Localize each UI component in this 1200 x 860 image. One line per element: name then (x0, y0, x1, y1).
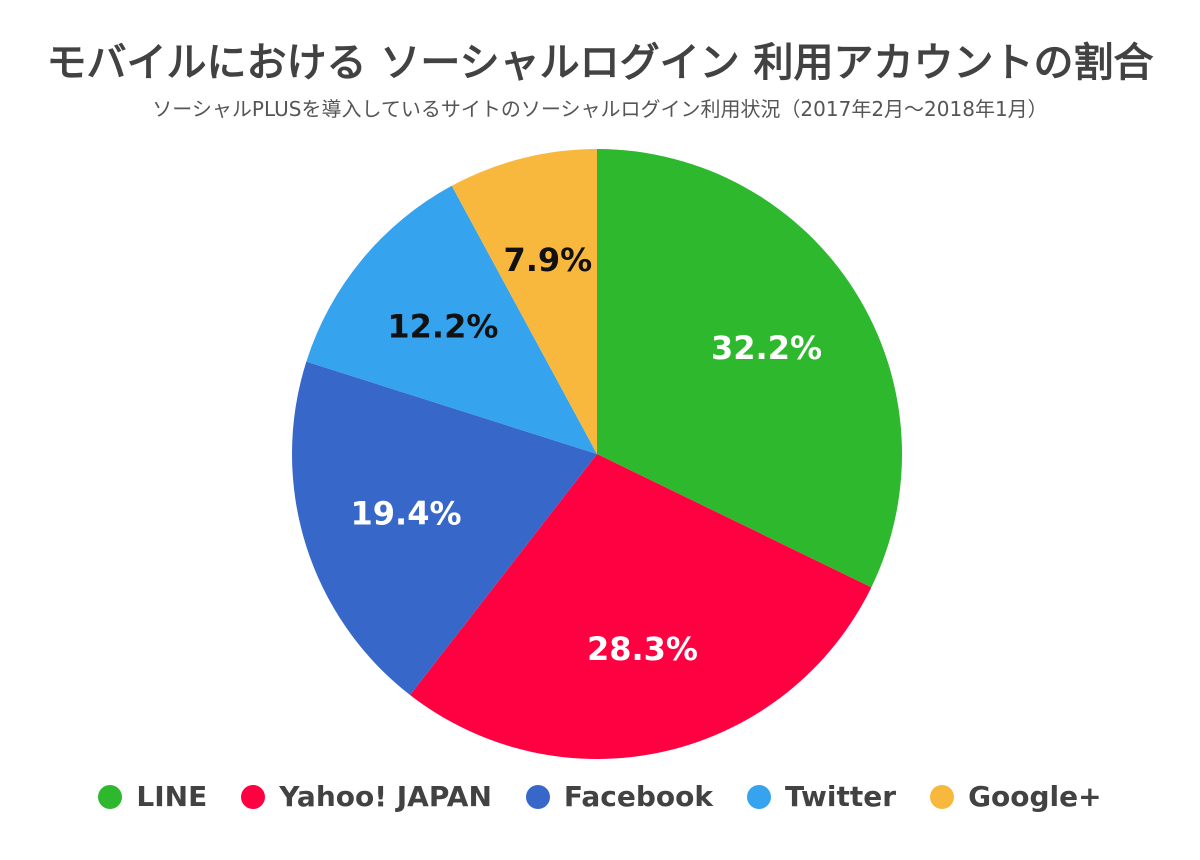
chart-title: モバイルにおける ソーシャルログイン 利用アカウントの割合 (46, 40, 1154, 86)
legend-item-google-plus[interactable]: Google+ (930, 780, 1102, 813)
legend-dot-facebook (525, 784, 550, 809)
slice-label-yahoo-japan: 28.3% (587, 630, 698, 668)
pie-slices (291, 149, 902, 759)
legend-label-line: LINE (136, 780, 208, 813)
pie-slice-twitter[interactable] (306, 185, 597, 454)
legend-dot-line (98, 784, 123, 809)
legend-dot-yahoo-japan (241, 784, 266, 809)
legend-item-twitter[interactable]: Twitter (747, 780, 896, 813)
pie-labels: 32.2% 28.3% 19.4% 12.2%7.9% (351, 241, 823, 668)
legend-label-yahoo-japan: Yahoo! JAPAN (279, 780, 492, 813)
chart-subtitle: ソーシャルPLUSを導入しているサイトのソーシャルログイン利用状況（2017年2… (152, 97, 1048, 121)
legend-item-yahoo-japan[interactable]: Yahoo! JAPAN (241, 780, 492, 813)
legend-item-line[interactable]: LINE (98, 780, 207, 813)
slice-label-twitter: 12.2% (387, 308, 498, 346)
slice-label-line: 32.2% (711, 329, 822, 367)
pie-slice-facebook[interactable] (291, 361, 597, 695)
legend-dot-google-plus (930, 784, 955, 809)
slice-label-facebook: 19.4% (351, 494, 462, 532)
legend-label-facebook: Facebook (563, 780, 713, 813)
pie-slice-yahoo-japan[interactable] (410, 454, 872, 759)
pie-slice-line[interactable] (597, 149, 902, 588)
pie-slice-google[interactable] (451, 149, 597, 454)
legend-dot-twitter (747, 784, 771, 809)
legend: LINE Yahoo! JAPAN Facebook Twitter Googl… (0, 780, 1200, 813)
slice-label-google: 7.9% (503, 241, 592, 279)
legend-label-google-plus: Google+ (968, 780, 1102, 813)
legend-item-facebook[interactable]: Facebook (525, 780, 713, 813)
legend-label-twitter: Twitter (785, 780, 897, 813)
